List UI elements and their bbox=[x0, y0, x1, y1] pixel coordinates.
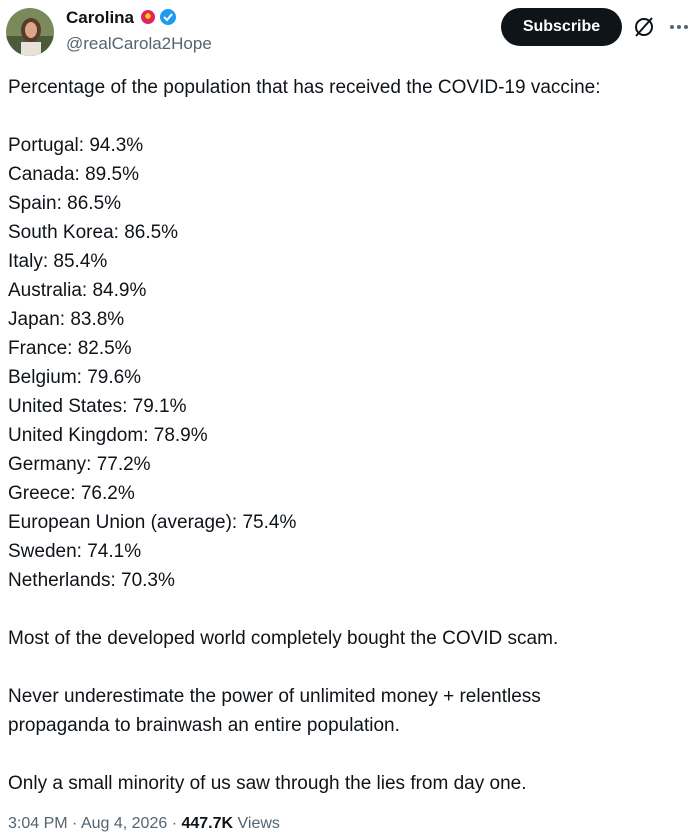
avatar[interactable] bbox=[6, 8, 54, 56]
list-item: United Kingdom: 78.9% bbox=[8, 425, 208, 446]
vaccine-list: Portugal: 94.3% Canada: 89.5% Spain: 86.5%… bbox=[8, 131, 628, 595]
author-name-text[interactable]: Carolina bbox=[66, 8, 135, 27]
views-label: Views bbox=[237, 815, 280, 832]
post-icons bbox=[635, 17, 688, 37]
list-item: Italy: 85.4% bbox=[8, 251, 108, 272]
separator: · bbox=[72, 815, 78, 832]
list-item: Canada: 89.5% bbox=[8, 164, 139, 185]
list-item: Japan: 83.8% bbox=[8, 309, 125, 330]
list-item: Portugal: 94.3% bbox=[8, 135, 144, 156]
author-name[interactable]: Carolina bbox=[66, 8, 179, 28]
list-item: South Korea: 86.5% bbox=[8, 222, 179, 243]
author-handle[interactable]: @realCarola2Hope bbox=[66, 34, 212, 53]
more-icon[interactable] bbox=[670, 25, 688, 29]
list-item: France: 82.5% bbox=[8, 338, 132, 359]
time[interactable]: 3:04 PM bbox=[8, 815, 68, 832]
paragraph: Most of the developed world completely b… bbox=[8, 628, 559, 649]
list-item: Greece: 76.2% bbox=[8, 483, 135, 504]
post-meta: 3:04 PM · Aug 4, 2026 · 447.7K Views bbox=[8, 815, 280, 833]
separator: · bbox=[171, 815, 178, 832]
grok-icon[interactable] bbox=[635, 18, 653, 36]
list-item: Australia: 84.9% bbox=[8, 280, 147, 301]
list-item: Germany: 77.2% bbox=[8, 454, 151, 475]
list-item: United States: 79.1% bbox=[8, 396, 187, 417]
paragraph: Only a small minority of us saw through … bbox=[8, 773, 527, 794]
views-count: 447.7K bbox=[181, 815, 234, 832]
intro: Percentage of the population that has re… bbox=[8, 77, 601, 98]
post-text: Percentage of the population that has re… bbox=[8, 73, 628, 827]
list-item: Sweden: 74.1% bbox=[8, 541, 142, 562]
subscribe-button[interactable]: Subscribe bbox=[501, 8, 622, 46]
paragraph: Never underestimate the power of unlimit… bbox=[8, 686, 541, 736]
list-item: Netherlands: 70.3% bbox=[8, 570, 175, 591]
paragraphs: Most of the developed world completely b… bbox=[8, 624, 628, 798]
list-item: European Union (average): 75.4% bbox=[8, 512, 297, 533]
list-item: Spain: 86.5% bbox=[8, 193, 122, 214]
date[interactable]: Aug 4, 2026 bbox=[80, 815, 168, 832]
badges bbox=[140, 9, 176, 25]
list-item: Belgium: 79.6% bbox=[8, 367, 142, 388]
